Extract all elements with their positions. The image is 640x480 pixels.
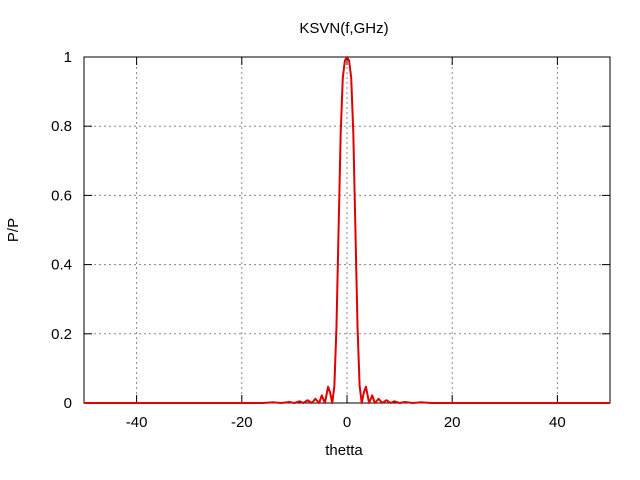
x-axis-label: thetta [325,442,363,459]
y-tick-label: 0.2 [51,326,72,343]
y-tick-label: 0.8 [51,118,72,135]
x-tick-label: -40 [126,414,148,431]
y-tick-label: 0 [64,395,72,412]
ticks: 0 0.2 0.4 0.6 0.8 1 -40 -20 0 20 40 [51,49,610,431]
grid [84,57,610,403]
x-tick-label: 20 [444,414,461,431]
y-tick-label: 1 [64,49,72,66]
series-line [84,56,610,404]
y-tick-label: 0.4 [51,257,72,274]
chart-title: KSVN(f,GHz) [299,20,388,37]
y-axis-label: P/P [5,218,22,242]
series [84,56,610,404]
y-tick-label: 0.6 [51,187,72,204]
x-tick-label: 40 [549,414,566,431]
x-tick-label: -20 [231,414,253,431]
x-tick-label: 0 [343,414,351,431]
